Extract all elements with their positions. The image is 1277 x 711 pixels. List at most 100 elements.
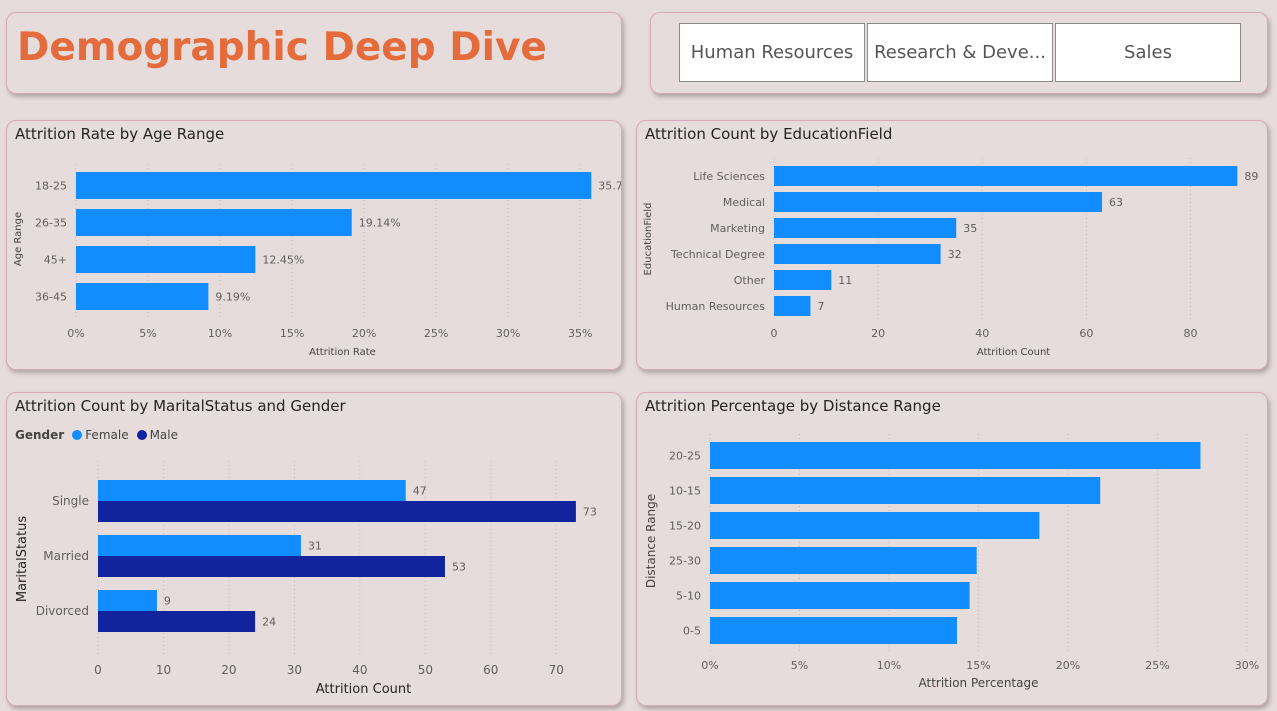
x-tick-label: 10	[156, 663, 171, 677]
slicer-sales[interactable]: Sales	[1055, 23, 1241, 82]
bar	[774, 244, 941, 264]
y-category-label: Human Resources	[666, 300, 766, 313]
chart-title: Attrition Rate by Age Range	[15, 125, 225, 143]
bar-male	[98, 611, 256, 632]
bar	[76, 209, 352, 236]
x-tick-label: 5%	[139, 327, 156, 340]
legend-label: Female	[85, 428, 129, 442]
bar	[76, 246, 256, 273]
x-tick-label: 60	[483, 663, 498, 677]
bar	[76, 172, 592, 199]
x-tick-label: 30%	[496, 327, 520, 340]
x-tick-label: 60	[1079, 327, 1093, 340]
bar	[710, 547, 977, 574]
bar	[774, 270, 832, 290]
legend-item-female[interactable]: Female	[72, 428, 129, 442]
page-title: Demographic Deep Dive	[17, 25, 547, 70]
data-label: 35.77%	[598, 180, 621, 193]
data-label: 11	[838, 274, 852, 287]
legend-item-male[interactable]: Male	[136, 428, 179, 442]
title-card: Demographic Deep Dive	[6, 12, 622, 94]
y-category-label: 20-25	[669, 450, 701, 463]
marital-gender-chart-svg: 0 10 20 30 40 50 60 70 47 73 Single 31 53 Married 9 24 D…	[15, 461, 597, 697]
distance-range-chart-svg: 0% 5% 10% 15% 20% 25% 30% 20-25 10-15 15-20 25-30 5…	[644, 434, 1259, 690]
x-tick-label: 20	[221, 663, 236, 677]
y-category-label: Marketing	[710, 222, 765, 235]
legend-label: Male	[149, 428, 179, 442]
x-tick-label: 25%	[424, 327, 448, 340]
education-field-chart-svg: 0 20 40 60 80 Life Sciences 89 Medical 63 Marketi…	[643, 158, 1258, 358]
x-tick-label: 50	[418, 663, 433, 677]
bar	[710, 582, 970, 609]
data-label: 35	[963, 222, 977, 235]
distance-range-chart: 0% 5% 10% 15% 20% 25% 30% 20-25 10-15 15-20 25-30 5…	[636, 392, 1268, 706]
x-tick-label: 5%	[791, 659, 808, 672]
gender-legend: Gender Female Male	[15, 428, 182, 442]
bar	[774, 192, 1103, 212]
y-category-label: Divorced	[36, 604, 89, 618]
bar-male	[98, 501, 576, 522]
bar	[774, 166, 1238, 186]
data-label: 19.14%	[359, 217, 401, 230]
data-label: 89	[1244, 170, 1258, 183]
bar	[710, 512, 1040, 539]
x-tick-label: 20%	[1056, 659, 1080, 672]
x-tick-label: 0%	[701, 659, 718, 672]
slicer-research-development[interactable]: Research & Deve...	[867, 23, 1053, 82]
bar-female	[98, 590, 157, 611]
bar-male	[98, 556, 445, 577]
bar	[76, 283, 209, 310]
legend-title: Gender	[15, 428, 65, 442]
y-axis-title: EducationField	[643, 203, 654, 276]
x-tick-label: 80	[1184, 327, 1198, 340]
x-tick-label: 30%	[1235, 659, 1259, 672]
data-label: 12.45%	[262, 254, 304, 267]
x-tick-label: 70	[549, 663, 564, 677]
data-label: 73	[583, 506, 597, 519]
legend-dot-icon	[72, 430, 83, 440]
bar-female	[98, 480, 406, 501]
bar-female	[98, 535, 301, 556]
y-axis-title: Distance Range	[644, 494, 658, 588]
x-axis-title: Attrition Percentage	[919, 676, 1039, 690]
y-axis-title: MaritalStatus	[15, 516, 30, 602]
bar	[774, 218, 957, 238]
x-tick-label: 15%	[966, 659, 990, 672]
marital-gender-chart: 0 10 20 30 40 50 60 70 47 73 Single 31 53 Married 9 24 D…	[6, 392, 622, 706]
data-label: 32	[948, 248, 962, 261]
x-tick-label: 20	[871, 327, 885, 340]
data-label: 63	[1109, 196, 1123, 209]
x-tick-label: 0	[94, 663, 102, 677]
y-category-label: 0-5	[683, 625, 701, 638]
x-axis-title: Attrition Count	[316, 682, 411, 697]
data-label: 47	[413, 485, 427, 498]
y-category-label: 36-45	[35, 291, 67, 304]
y-category-label: Technical Degree	[670, 248, 765, 261]
x-tick-label: 20%	[352, 327, 376, 340]
y-category-label: 18-25	[35, 180, 67, 193]
department-slicer: Human Resources Research & Deve... Sales	[650, 12, 1268, 94]
data-label: 24	[262, 616, 276, 629]
data-label: 31	[308, 540, 322, 553]
x-tick-label: 40	[975, 327, 989, 340]
x-tick-label: 10%	[208, 327, 232, 340]
data-label: 53	[452, 561, 466, 574]
x-tick-label: 25%	[1145, 659, 1169, 672]
y-category-label: 5-10	[676, 590, 701, 603]
y-axis-title: Age Range	[13, 212, 24, 266]
x-tick-label: 30	[287, 663, 302, 677]
bar	[710, 442, 1201, 469]
x-tick-label: 40	[352, 663, 367, 677]
y-category-label: Life Sciences	[693, 170, 765, 183]
y-category-label: 15-20	[669, 520, 701, 533]
x-tick-label: 0	[771, 327, 778, 340]
y-category-label: Medical	[723, 196, 765, 209]
slicer-human-resources[interactable]: Human Resources	[679, 23, 865, 82]
bar	[710, 477, 1101, 504]
data-label: 9.19%	[215, 291, 250, 304]
x-tick-label: 35%	[568, 327, 592, 340]
education-field-chart: 0 20 40 60 80 Life Sciences 89 Medical 63 Marketi…	[636, 120, 1268, 370]
data-label: 9	[164, 595, 171, 608]
x-tick-label: 10%	[877, 659, 901, 672]
y-category-label: 10-15	[669, 485, 701, 498]
